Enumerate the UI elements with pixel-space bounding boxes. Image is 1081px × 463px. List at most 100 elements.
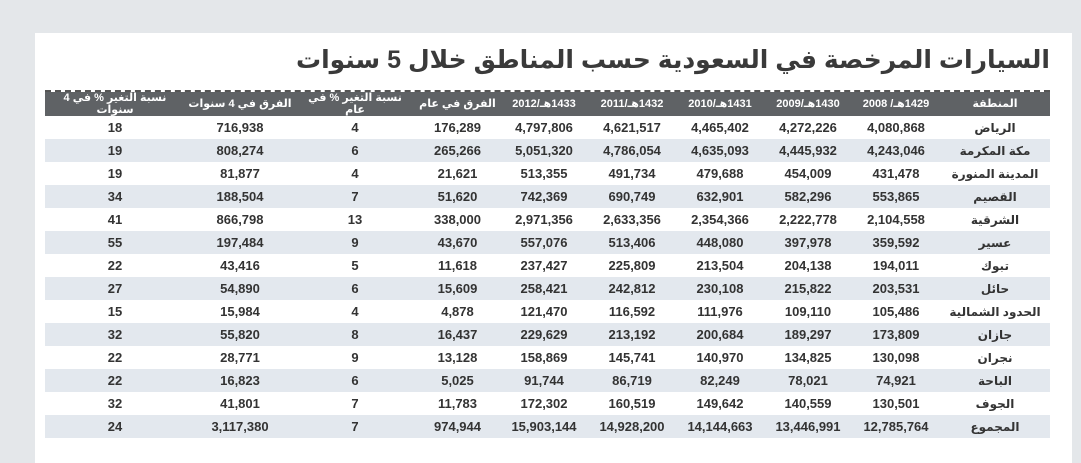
value-cell: 742,369 [500,185,588,208]
value-cell: 5,051,320 [500,139,588,162]
value-cell: 2,971,356 [515,211,573,227]
value-cell: 632,901 [676,185,764,208]
value-cell: 54,890 [185,277,295,300]
region-cell: الرياض [974,120,1016,135]
value-cell: 7 [295,185,415,208]
value-cell: 213,504 [696,257,744,273]
value-cell: 6 [295,277,415,300]
value-cell: 121,470 [520,303,568,319]
column-header: 1430هـ/2009 [764,92,852,116]
table-row: جازان 173,809 189,297 200,684 213,192 229,629… [45,323,1050,346]
region-cell: مكة المكرمة [940,139,1050,162]
table-row: الرياض 4,080,868 4,272,226 4,465,402 4,621,5… [45,116,1050,139]
value-cell: 242,812 [588,277,676,300]
value-cell: 690,749 [588,185,676,208]
value-cell: 2,633,356 [603,211,661,227]
value-cell: 41,801 [220,395,260,411]
value-cell: 176,289 [434,119,481,135]
value-cell: 14,928,200 [588,415,676,438]
value-cell: 3,117,380 [185,415,295,438]
value-cell: 109,110 [784,303,832,319]
value-cell: 397,978 [764,231,852,254]
value-cell: 172,302 [520,395,568,411]
value-cell: 173,809 [852,323,940,346]
value-cell: 9 [295,231,415,254]
region-cell: تبوك [981,258,1009,273]
value-cell: 158,869 [520,349,568,365]
value-cell: 237,427 [520,257,568,273]
value-cell: 716,938 [216,119,264,135]
value-cell: 4,080,868 [867,119,925,135]
value-cell: 491,734 [608,165,656,181]
value-cell: 974,944 [415,415,500,438]
table-row: الشرقية 2,104,558 2,222,778 2,354,366 2,633,… [45,208,1050,231]
value-cell: 16,823 [185,369,295,392]
column-header: 1431هـ/2010 [676,92,764,116]
table-row: القصيم 553,865 582,296 632,901 690,749 742,36… [45,185,1050,208]
value-cell: 14,144,663 [676,415,764,438]
value-cell: 82,249 [676,369,764,392]
column-header: نسبة التغير % في 4 سنوات [45,92,185,116]
data-table: المنطقة 1429هـ/ 2008 1430هـ/2009 1431هـ/201… [45,92,1050,438]
value-cell: 215,822 [764,277,852,300]
value-cell: 866,798 [216,211,264,227]
value-cell: 18 [107,119,123,135]
value-cell: 41 [107,211,123,227]
value-cell: 86,719 [588,369,676,392]
column-header: 1429هـ/ 2008 [852,92,940,116]
region-cell: الجوف [975,396,1015,411]
value-cell: 34 [45,185,185,208]
value-cell: 43,670 [415,231,500,254]
table-card: السيارات المرخصة في السعودية حسب المناطق… [35,33,1072,463]
region-cell: نجران [977,350,1013,365]
value-cell: 225,809 [608,257,656,273]
value-cell: 27 [45,277,185,300]
value-cell: 43,416 [220,257,260,273]
value-cell: 15 [107,303,123,319]
table-row: تبوك 194,011 204,138 213,504 225,809 237,427 1… [45,254,1050,277]
value-cell: 4,786,054 [588,139,676,162]
value-cell: 454,009 [784,165,832,181]
value-cell: 11,783 [437,395,478,411]
value-cell: 6 [295,139,415,162]
value-cell: 15,609 [415,277,500,300]
value-cell: 74,921 [852,369,940,392]
column-header: المنطقة [940,92,1050,116]
region-cell: حائل [940,277,1050,300]
value-cell: 130,501 [872,395,920,411]
value-cell: 130,098 [872,349,920,365]
table-row: المدينة المنورة 431,478 454,009 479,688 491,… [45,162,1050,185]
column-header: الفرق في عام [415,92,500,116]
value-cell: 13,128 [437,349,478,365]
value-cell: 513,406 [588,231,676,254]
value-cell: 28,771 [220,349,260,365]
value-cell: 4 [351,303,359,319]
value-cell: 513,355 [520,165,568,181]
page-title: السيارات المرخصة في السعودية حسب المناطق… [295,46,1050,74]
value-cell: 258,421 [500,277,588,300]
value-cell: 22 [107,349,123,365]
value-cell: 2,104,558 [867,211,925,227]
value-cell: 4,465,402 [691,119,749,135]
value-cell: 4,621,517 [603,119,661,135]
value-cell: 55 [45,231,185,254]
value-cell: 15,984 [220,303,260,319]
value-cell: 8 [295,323,415,346]
value-cell: 140,970 [696,349,744,365]
value-cell: 553,865 [852,185,940,208]
region-cell: الشرقية [970,212,1020,227]
value-cell: 55,820 [185,323,295,346]
value-cell: 32 [45,323,185,346]
value-cell: 13,446,991 [764,415,852,438]
value-cell: 11,618 [437,257,478,273]
value-cell: 91,744 [500,369,588,392]
table-row: حائل 203,531 215,822 230,108 242,812 258,421 1… [45,277,1050,300]
value-cell: 448,080 [676,231,764,254]
value-cell: 105,486 [872,303,920,319]
value-cell: 7 [295,415,415,438]
value-cell: 160,519 [608,395,656,411]
value-cell: 2,354,366 [691,211,749,227]
divider [45,90,1050,92]
value-cell: 116,592 [608,303,656,319]
region-cell: المدينة المنورة [951,166,1039,181]
